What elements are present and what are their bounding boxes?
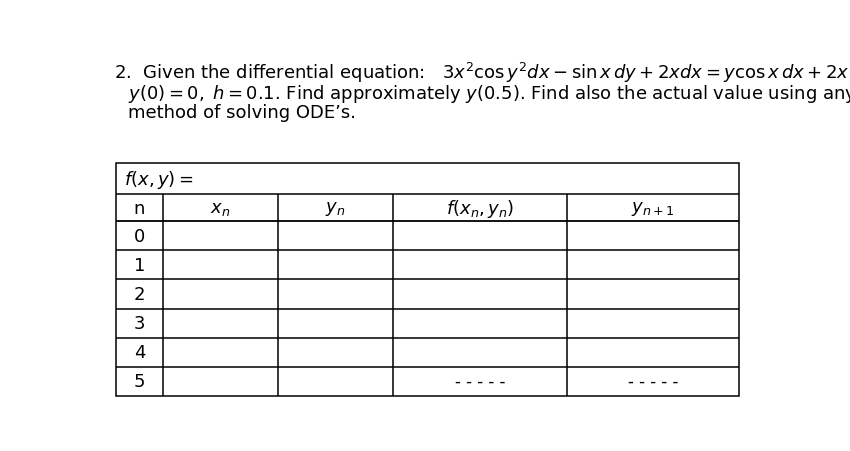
Text: 4: 4 bbox=[133, 344, 145, 362]
Text: 0: 0 bbox=[133, 227, 145, 245]
Text: - - - - -: - - - - - bbox=[455, 373, 506, 391]
Text: method of solving ODE’s.: method of solving ODE’s. bbox=[128, 104, 356, 122]
Text: 2: 2 bbox=[133, 285, 145, 304]
Text: 3: 3 bbox=[133, 314, 145, 332]
Text: n: n bbox=[133, 199, 145, 217]
Bar bbox=[116, 164, 739, 396]
Text: $f(x, y) =$: $f(x, y) =$ bbox=[124, 168, 194, 190]
Text: 2.  Given the differential equation:   $3x^2\cos y^2dx - \sin x\,dy + 2xdx = y\c: 2. Given the differential equation: $3x^… bbox=[114, 61, 850, 85]
Text: $y_n$: $y_n$ bbox=[326, 199, 346, 217]
Text: $y_{n+1}$: $y_{n+1}$ bbox=[632, 199, 675, 217]
Text: 5: 5 bbox=[133, 373, 145, 391]
Text: - - - - -: - - - - - bbox=[628, 373, 678, 391]
Text: $y(0) = 0,\; h = 0.1$. Find approximately $y(0.5)$. Find also the actual value u: $y(0) = 0,\; h = 0.1$. Find approximatel… bbox=[128, 83, 850, 105]
Text: $f(x_n, y_n)$: $f(x_n, y_n)$ bbox=[446, 198, 514, 219]
Text: 1: 1 bbox=[133, 256, 145, 274]
Text: $x_n$: $x_n$ bbox=[210, 199, 230, 217]
